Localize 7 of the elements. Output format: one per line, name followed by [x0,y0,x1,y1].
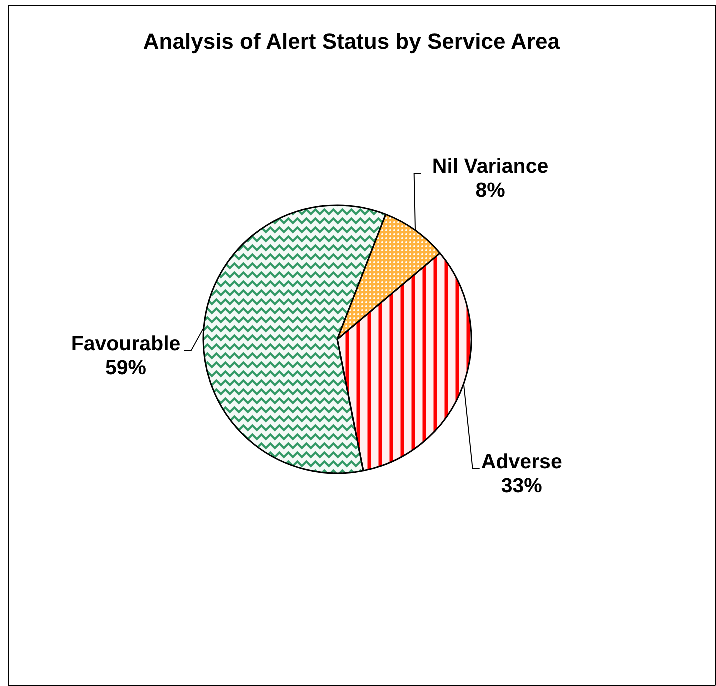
data-label: 33% [501,474,542,498]
slice-label: Favourable [71,332,181,356]
data-label: 59% [105,356,147,380]
chart-title: Analysis of Alert Status by Service Area [143,29,561,54]
data-label: 8% [476,179,506,202]
slice-label: Nil Variance [432,155,549,178]
slice-label: Adverse [481,450,562,474]
